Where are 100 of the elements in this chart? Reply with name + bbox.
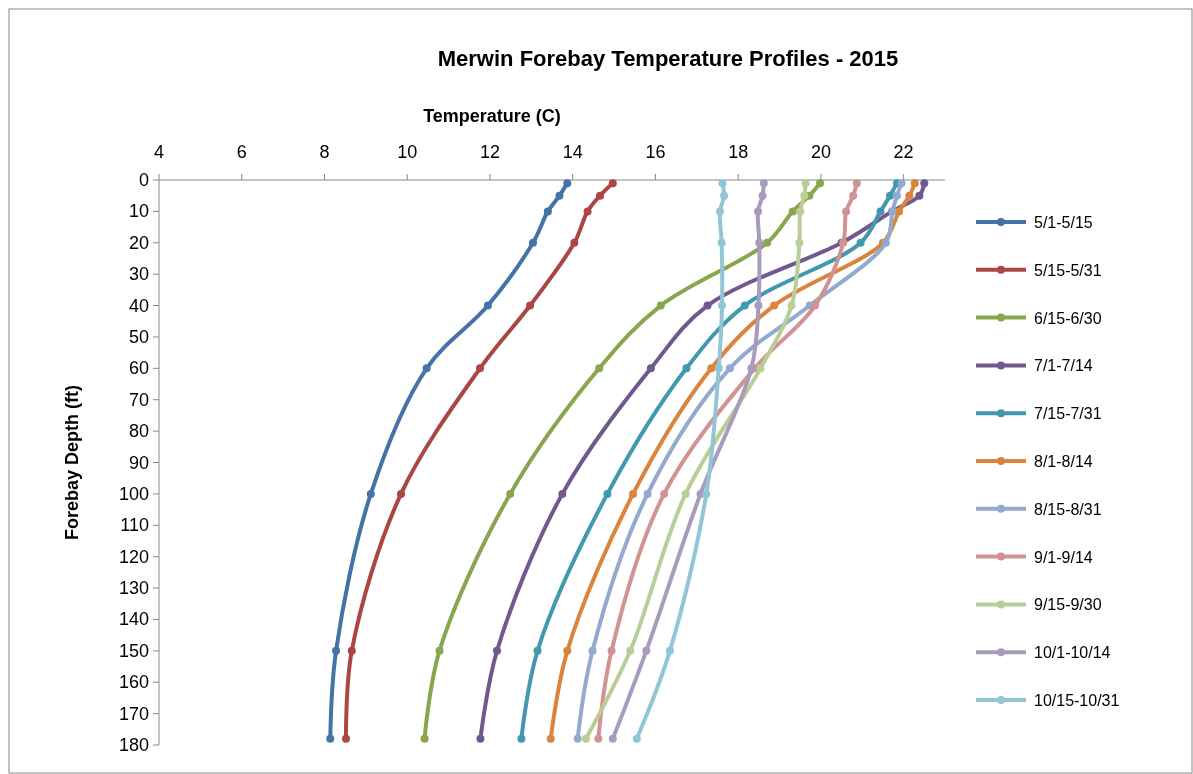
y-tick-label: 170 bbox=[118, 703, 149, 724]
y-tick-label: 130 bbox=[118, 578, 149, 599]
point bbox=[646, 364, 655, 373]
y-tick-label: 30 bbox=[128, 264, 149, 285]
y-tick-label: 120 bbox=[118, 546, 149, 567]
point bbox=[795, 238, 804, 247]
point bbox=[905, 191, 914, 200]
point bbox=[517, 734, 526, 743]
y-tick-label: 80 bbox=[128, 421, 149, 442]
point bbox=[476, 364, 485, 373]
y-tick-label: 140 bbox=[118, 609, 149, 630]
point bbox=[528, 238, 537, 247]
point bbox=[702, 489, 711, 498]
point bbox=[642, 646, 651, 655]
x-tick-label: 22 bbox=[893, 142, 914, 162]
point bbox=[632, 734, 641, 743]
point bbox=[581, 734, 590, 743]
point bbox=[546, 734, 555, 743]
y-tick-label: 40 bbox=[128, 295, 149, 316]
point bbox=[483, 301, 492, 310]
y-tick-label: 180 bbox=[118, 735, 149, 755]
point bbox=[506, 489, 515, 498]
legend-label: 8/15-8/31 bbox=[1034, 500, 1102, 518]
point bbox=[717, 238, 726, 247]
legend-label: 5/1-5/15 bbox=[1034, 214, 1093, 231]
point bbox=[563, 646, 572, 655]
point bbox=[703, 301, 712, 310]
point bbox=[543, 207, 552, 216]
x-tick-label: 16 bbox=[645, 142, 666, 162]
point bbox=[852, 179, 861, 188]
point bbox=[718, 179, 727, 188]
point bbox=[570, 238, 579, 247]
point bbox=[885, 191, 894, 200]
chart-title: Merwin Forebay Temperature Profiles - 2015 bbox=[437, 46, 899, 71]
x-tick-label: 14 bbox=[562, 142, 583, 162]
point bbox=[759, 179, 768, 188]
point bbox=[607, 646, 616, 655]
point bbox=[332, 646, 341, 655]
point bbox=[718, 301, 727, 310]
point bbox=[366, 489, 375, 498]
point bbox=[796, 207, 805, 216]
x-tick-label: 10 bbox=[397, 142, 418, 162]
y-tick-label: 0 bbox=[138, 170, 149, 190]
y-tick-label: 20 bbox=[128, 232, 149, 253]
y-tick-label: 60 bbox=[128, 358, 149, 379]
legend-label: 8/1-8/14 bbox=[1034, 453, 1093, 470]
point bbox=[856, 238, 865, 247]
point bbox=[533, 646, 542, 655]
x-tick-label: 20 bbox=[810, 142, 831, 162]
point bbox=[665, 646, 674, 655]
point bbox=[895, 207, 904, 216]
point bbox=[583, 207, 592, 216]
legend-label: 6/15-6/30 bbox=[1034, 309, 1102, 327]
point bbox=[787, 301, 796, 310]
point bbox=[910, 179, 919, 188]
point bbox=[629, 489, 638, 498]
point bbox=[476, 734, 485, 743]
point bbox=[876, 207, 885, 216]
point bbox=[660, 489, 669, 498]
y-tick-label: 50 bbox=[128, 326, 149, 347]
point bbox=[435, 646, 444, 655]
legend-label: 9/15-9/30 bbox=[1034, 596, 1102, 614]
y-tick-label: 100 bbox=[118, 483, 149, 504]
point bbox=[608, 179, 617, 188]
legend-label: 9/1-9/14 bbox=[1034, 548, 1093, 566]
x-tick-label: 12 bbox=[479, 142, 500, 162]
point bbox=[754, 301, 763, 310]
point bbox=[326, 734, 335, 743]
point bbox=[800, 191, 809, 200]
point bbox=[756, 364, 765, 373]
point bbox=[893, 191, 902, 200]
y-tick-label: 90 bbox=[128, 452, 149, 473]
point bbox=[643, 489, 652, 498]
point bbox=[594, 734, 603, 743]
y-axis-title: Forebay Depth (ft) bbox=[62, 385, 82, 540]
legend-label: 10/1-10/14 bbox=[1034, 644, 1111, 662]
point bbox=[754, 207, 763, 216]
point bbox=[770, 301, 779, 310]
point bbox=[397, 489, 406, 498]
point bbox=[573, 734, 582, 743]
point bbox=[555, 191, 564, 200]
y-tick-label: 110 bbox=[120, 515, 149, 536]
legend-label: 5/15-5/31 bbox=[1034, 261, 1102, 279]
point bbox=[842, 207, 851, 216]
point bbox=[720, 191, 729, 200]
point bbox=[801, 179, 810, 188]
point bbox=[603, 489, 612, 498]
point bbox=[707, 364, 716, 373]
point bbox=[811, 301, 820, 310]
point bbox=[714, 364, 723, 373]
point bbox=[763, 238, 772, 247]
point bbox=[725, 364, 734, 373]
point bbox=[422, 364, 431, 373]
x-tick-label: 8 bbox=[319, 142, 330, 162]
point bbox=[920, 179, 929, 188]
point bbox=[347, 646, 356, 655]
point bbox=[608, 734, 617, 743]
point bbox=[526, 301, 535, 310]
point bbox=[656, 301, 665, 310]
point bbox=[626, 646, 635, 655]
